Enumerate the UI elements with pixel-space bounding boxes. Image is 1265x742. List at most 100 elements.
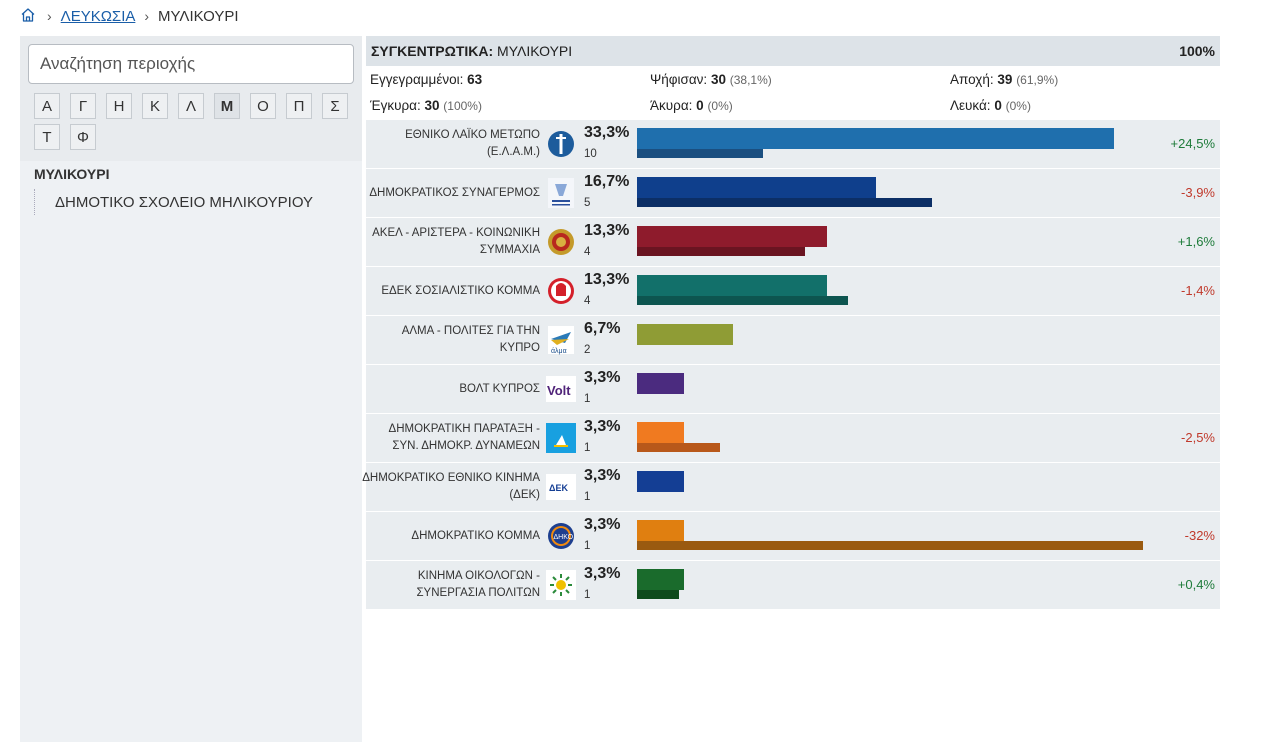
current-result-bar	[637, 324, 733, 345]
letter-filter-button[interactable]: Ο	[250, 93, 276, 119]
area-search-input[interactable]	[28, 44, 354, 84]
diko-logo-icon: ΔΗΚΟ	[546, 518, 576, 554]
party-name: ΔΗΜΟΚΡΑΤΙΚΗ ΠΑΡΑΤΑΞΗ - ΣΥΝ. ΔΗΜΟΚΡ. ΔΥΝΑ…	[388, 423, 540, 452]
party-votes: 4	[584, 295, 591, 307]
party-name: ΕΘΝΙΚΟ ΛΑΪΚΟ ΜΕΤΩΠΟ (Ε.Λ.Α.Μ.)	[405, 129, 540, 158]
current-result-bar	[637, 471, 685, 492]
previous-result-bar	[637, 247, 805, 256]
chevron-right-icon: ›	[47, 8, 52, 24]
area-title[interactable]: ΜΥΛΙΚΟΥΡΙ	[34, 166, 110, 182]
party-name: ΚΙΝΗΜΑ ΟΙΚΟΛΟΓΩΝ - ΣΥΝΕΡΓΑΣΙΑ ΠΟΛΙΤΩΝ	[416, 570, 540, 599]
alma-logo-icon: άλμα	[546, 322, 576, 358]
party-name: ΔΗΜΟΚΡΑΤΙΚΟΣ ΣΥΝΑΓΕΡΜΟΣ	[369, 186, 540, 199]
letter-filter-button[interactable]: Λ	[178, 93, 204, 119]
party-name: ΔΗΜΟΚΡΑΤΙΚΟ ΚΟΜΜΑ	[411, 529, 540, 542]
letter-filter-button[interactable]: Μ	[214, 93, 240, 119]
svg-text:άλμα: άλμα	[551, 347, 567, 355]
party-percentage: 33,3%	[584, 124, 630, 141]
previous-result-bar	[637, 541, 1143, 550]
previous-result-bar	[637, 149, 764, 158]
party-percentage: 3,3%	[584, 418, 621, 435]
current-result-bar	[637, 275, 828, 296]
change-from-previous: -32%	[1184, 528, 1215, 543]
party-bar-area	[637, 471, 1157, 505]
party-bar-area	[637, 569, 1157, 603]
counted-percentage: 100%	[1179, 43, 1215, 59]
party-name: ΕΔΕΚ ΣΟΣΙΑΛΙΣΤΙΚΟ ΚΟΜΜΑ	[381, 284, 540, 297]
voted-stat: Ψήφισαν: 30 (38,1%)	[650, 72, 772, 87]
party-percentage: 3,3%	[584, 369, 621, 386]
party-row[interactable]: ΔΗΜΟΚΡΑΤΙΚΟΣ ΣΥΝΑΓΕΡΜΟΣ 16,7% 5 -3,9%	[366, 169, 1220, 218]
party-votes: 1	[584, 491, 591, 503]
volt-logo-icon: Volt	[546, 371, 576, 407]
turnout-stats: Εγγεγραμμένοι: 63 Ψήφισαν: 30 (38,1%) Απ…	[366, 66, 1220, 120]
svg-text:ΔΕΚ: ΔΕΚ	[549, 483, 568, 493]
change-from-previous: +24,5%	[1170, 136, 1215, 151]
party-row[interactable]: ΑΚΕΛ - ΑΡΙΣΤΕΡΑ - ΚΟΙΝΩΝΙΚΗ ΣΥΜΜΑΧΙΑ 13,…	[366, 218, 1220, 267]
party-bar-area	[637, 128, 1157, 162]
elam-logo-icon	[546, 126, 576, 162]
disy-logo-icon	[546, 175, 576, 211]
valid-stat: Έγκυρα: 30 (100%)	[370, 98, 482, 113]
party-percentage: 13,3%	[584, 271, 630, 288]
party-row[interactable]: ΕΔΕΚ ΣΟΣΙΑΛΙΣΤΙΚΟ ΚΟΜΜΑ 13,3% 4 -1,4%	[366, 267, 1220, 316]
letter-filter-button[interactable]: Τ	[34, 124, 60, 150]
party-results-list: ΕΘΝΙΚΟ ΛΑΪΚΟ ΜΕΤΩΠΟ (Ε.Λ.Α.Μ.) 33,3% 10 …	[362, 120, 1220, 610]
letter-filter-button[interactable]: Η	[106, 93, 132, 119]
letter-filter-button[interactable]: Γ	[70, 93, 96, 119]
svg-text:ΔΗΚΟ: ΔΗΚΟ	[554, 534, 574, 541]
party-percentage: 3,3%	[584, 467, 621, 484]
letter-filter-button[interactable]: Σ	[322, 93, 348, 119]
change-from-previous: -1,4%	[1181, 283, 1215, 298]
party-bar-area	[637, 422, 1157, 456]
dek-logo-icon: ΔΕΚ	[546, 469, 576, 505]
party-votes: 4	[584, 246, 591, 258]
letter-filter-button[interactable]: Π	[286, 93, 312, 119]
current-result-bar	[637, 177, 877, 198]
party-row[interactable]: ΚΙΝΗΜΑ ΟΙΚΟΛΟΓΩΝ - ΣΥΝΕΡΓΑΣΙΑ ΠΟΛΙΤΩΝ 3,…	[366, 561, 1220, 610]
home-icon[interactable]	[20, 7, 38, 25]
change-from-previous: -3,9%	[1181, 185, 1215, 200]
polling-station-item[interactable]: ΔΗΜΟΤΙΚΟ ΣΧΟΛΕΙΟ ΜΗΛΙΚΟΥΡΙΟΥ	[34, 189, 313, 215]
breadcrumb-current: ΜΥΛΙΚΟΥΡΙ	[158, 7, 239, 25]
party-votes: 2	[584, 344, 591, 356]
party-row[interactable]: ΔΗΜΟΚΡΑΤΙΚΟ ΚΟΜΜΑ ΔΗΚΟ 3,3% 1 -32%	[366, 512, 1220, 561]
party-votes: 10	[584, 148, 597, 160]
party-votes: 5	[584, 197, 591, 209]
party-bar-area	[637, 177, 1157, 211]
current-result-bar	[637, 422, 685, 443]
previous-result-bar	[637, 443, 721, 452]
letter-filter-button[interactable]: Κ	[142, 93, 168, 119]
breadcrumb-link-lefkosia[interactable]: ΛΕΥΚΩΣΙΑ	[60, 7, 136, 25]
party-row[interactable]: ΔΗΜΟΚΡΑΤΙΚΟ ΕΘΝΙΚΟ ΚΙΝΗΜΑ (ΔΕΚ) ΔΕΚ 3,3%…	[362, 463, 1220, 512]
party-row[interactable]: ΑΛΜΑ - ΠΟΛΙΤΕΣ ΓΙΑ ΤΗΝ ΚΥΠΡΟ άλμα 6,7% 2	[366, 316, 1220, 365]
previous-result-bar	[637, 590, 679, 599]
party-bar-area	[637, 324, 1157, 358]
party-bar-area	[637, 520, 1157, 554]
breadcrumb: › ΛΕΥΚΩΣΙΑ › ΜΥΛΙΚΟΥΡΙ	[20, 6, 239, 26]
party-row[interactable]: ΕΘΝΙΚΟ ΛΑΪΚΟ ΜΕΤΩΠΟ (Ε.Λ.Α.Μ.) 33,3% 10 …	[366, 120, 1220, 169]
letter-filter-button[interactable]: Φ	[70, 124, 96, 150]
previous-result-bar	[637, 198, 933, 207]
party-votes: 1	[584, 540, 591, 552]
party-bar-area	[637, 373, 1157, 407]
results-panel: ΣΥΓΚΕΝΤΡΩΤΙΚΑ: ΜΥΛΙΚΟΥΡΙ 100% Εγγεγραμμέ…	[362, 36, 1220, 610]
change-from-previous: -2,5%	[1181, 430, 1215, 445]
blank-stat: Λευκά: 0 (0%)	[950, 98, 1031, 113]
party-percentage: 13,3%	[584, 222, 630, 239]
current-result-bar	[637, 569, 685, 590]
current-result-bar	[637, 520, 685, 541]
summary-header: ΣΥΓΚΕΝΤΡΩΤΙΚΑ: ΜΥΛΙΚΟΥΡΙ 100%	[366, 36, 1220, 66]
registered-stat: Εγγεγραμμένοι: 63	[370, 72, 483, 87]
akel-logo-icon	[546, 224, 576, 260]
party-row[interactable]: ΒΟΛΤ ΚΥΠΡΟΣ Volt 3,3% 1	[366, 365, 1220, 414]
letter-filter-button[interactable]: Α	[34, 93, 60, 119]
party-row[interactable]: ΔΗΜΟΚΡΑΤΙΚΗ ΠΑΡΑΤΑΞΗ - ΣΥΝ. ΔΗΜΟΚΡ. ΔΥΝΑ…	[366, 414, 1220, 463]
party-bar-area	[637, 226, 1157, 260]
party-votes: 1	[584, 589, 591, 601]
party-percentage: 16,7%	[584, 173, 630, 190]
current-result-bar	[637, 226, 828, 247]
